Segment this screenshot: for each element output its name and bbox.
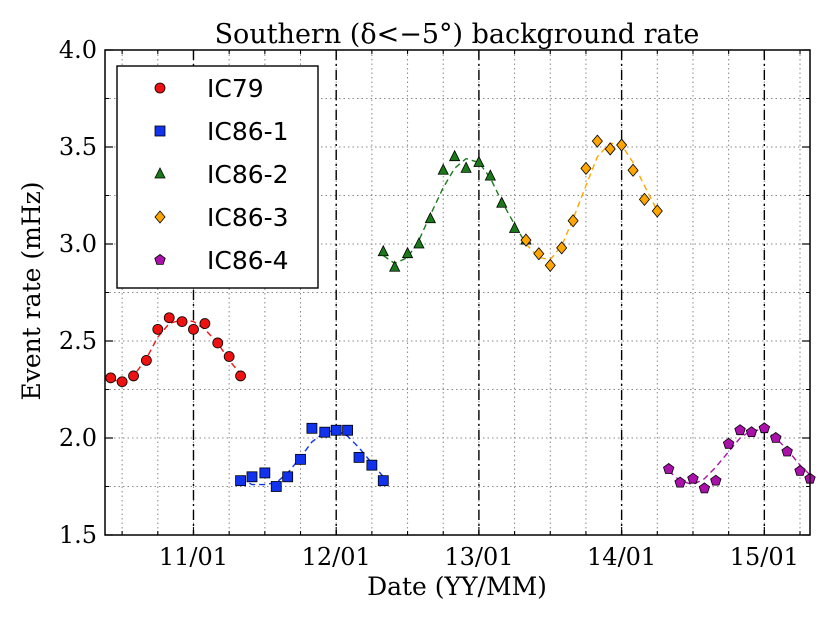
data-point-IC79: [128, 370, 139, 382]
data-point-IC86-1: [319, 426, 331, 438]
legend: IC79 IC86-1 IC86-2 IC86-3 IC86-4: [116, 65, 319, 289]
fit-curve-IC86-3: [525, 142, 658, 261]
data-point-IC86-2: [448, 149, 461, 162]
fit-curve-IC86-2: [382, 157, 527, 265]
data-point-IC79: [199, 318, 211, 329]
data-point-IC86-3: [567, 214, 579, 228]
data-point-IC86-2: [484, 169, 496, 181]
data-point-IC86-2: [401, 246, 414, 259]
data-point-IC86-4: [781, 445, 793, 457]
x-tick-label: 15/01: [730, 543, 799, 571]
data-point-IC86-3: [627, 163, 639, 177]
legend-marker-IC79: [154, 82, 166, 94]
data-point-IC86-4: [770, 432, 782, 443]
data-point-IC86-3: [638, 192, 650, 207]
data-point-IC86-4: [722, 437, 735, 449]
data-point-IC86-2: [389, 260, 401, 272]
data-point-IC86-1: [295, 453, 306, 465]
data-point-IC79: [212, 337, 224, 349]
data-point-IC86-2: [460, 161, 472, 173]
data-point-IC86-2: [437, 163, 449, 175]
data-point-IC86-2: [496, 196, 508, 208]
data-point-IC86-4: [794, 465, 806, 476]
legend-label: IC86-4: [207, 246, 289, 275]
x-tick-label: 12/01: [302, 543, 371, 571]
data-point-IC79: [152, 323, 164, 335]
x-tick-label: 14/01: [587, 543, 656, 571]
data-point-IC86-3: [604, 142, 616, 156]
data-point-IC86-3: [616, 138, 628, 152]
data-point-IC86-1: [306, 422, 318, 434]
data-point-IC86-1: [259, 467, 271, 479]
legend-box: [116, 65, 319, 289]
y-tick-label: 1.5: [59, 521, 97, 549]
x-axis-label: Date (YY/MM): [367, 572, 547, 601]
data-point-IC86-1: [353, 451, 365, 463]
legend-label: IC86-1: [207, 117, 289, 146]
x-tick-label: 13/01: [444, 543, 513, 571]
axis-ticks: 1.5 2.0 2.5 3.0 3.5 4.0 11/01 12/01 13/01 14/01 15…: [59, 36, 810, 571]
data-point-IC86-3: [533, 247, 545, 261]
data-point-IC86-4: [687, 472, 699, 484]
data-point-IC86-3: [544, 258, 556, 272]
data-point-IC86-4: [758, 422, 771, 434]
legend-marker-IC86-4: [154, 254, 166, 265]
data-point-IC86-3: [651, 204, 663, 218]
data-point-IC86-3: [520, 233, 532, 247]
y-tick-label: 4.0: [59, 36, 97, 64]
data-point-IC86-1: [366, 459, 378, 471]
data-point-IC86-1: [235, 475, 246, 487]
legend-label: IC79: [207, 74, 264, 103]
data-point-IC79: [235, 370, 246, 382]
y-tick-label: 3.0: [59, 230, 97, 258]
data-point-IC86-1: [330, 424, 342, 436]
data-point-IC86-4: [698, 482, 711, 494]
plot-frame: [104, 49, 811, 536]
y-tick-label: 2.5: [59, 327, 97, 355]
data-point-IC86-2: [424, 211, 437, 224]
data-point-IC86-4: [710, 474, 722, 486]
data-point-IC86-2: [508, 221, 521, 233]
legend-marker-IC86-3: [154, 210, 166, 224]
legend-label: IC86-3: [207, 203, 289, 232]
data-point-IC79: [116, 376, 128, 388]
data-point-IC86-4: [745, 426, 758, 438]
data-point-IC86-3: [591, 134, 603, 148]
chart-title: Southern (δ<−5°) background rate: [215, 19, 700, 50]
y-tick-label: 3.5: [59, 133, 97, 161]
data-point-IC86-2: [413, 237, 425, 249]
y-tick-label: 2.0: [59, 424, 97, 452]
data-point-IC86-2: [473, 155, 485, 167]
data-point-IC79: [163, 312, 175, 324]
data-point-IC86-4: [734, 424, 746, 436]
data-point-IC79: [140, 354, 152, 366]
data-point-IC86-1: [246, 471, 258, 483]
data-point-IC86-1: [377, 475, 389, 487]
legend-label: IC86-2: [207, 160, 289, 189]
data-point-IC79: [176, 316, 188, 328]
data-point-IC86-1: [342, 424, 354, 436]
data-point-IC86-4: [674, 476, 686, 488]
data-points: [105, 134, 816, 494]
fit-curve-IC86-1: [240, 429, 384, 486]
x-tick-label: 11/01: [159, 543, 228, 571]
data-point-IC86-4: [663, 463, 675, 474]
data-point-IC86-3: [556, 241, 568, 255]
y-axis-label: Event rate (mHz): [17, 181, 46, 400]
data-point-IC86-1: [270, 481, 282, 492]
data-point-IC79: [188, 323, 199, 335]
data-point-IC79: [105, 372, 117, 384]
data-point-IC86-2: [377, 244, 389, 257]
data-point-IC79: [223, 351, 235, 362]
data-point-IC86-1: [282, 471, 294, 483]
legend-marker-IC86-1: [154, 125, 166, 137]
legend-marker-IC86-2: [154, 167, 166, 179]
data-point-IC86-3: [580, 161, 592, 175]
